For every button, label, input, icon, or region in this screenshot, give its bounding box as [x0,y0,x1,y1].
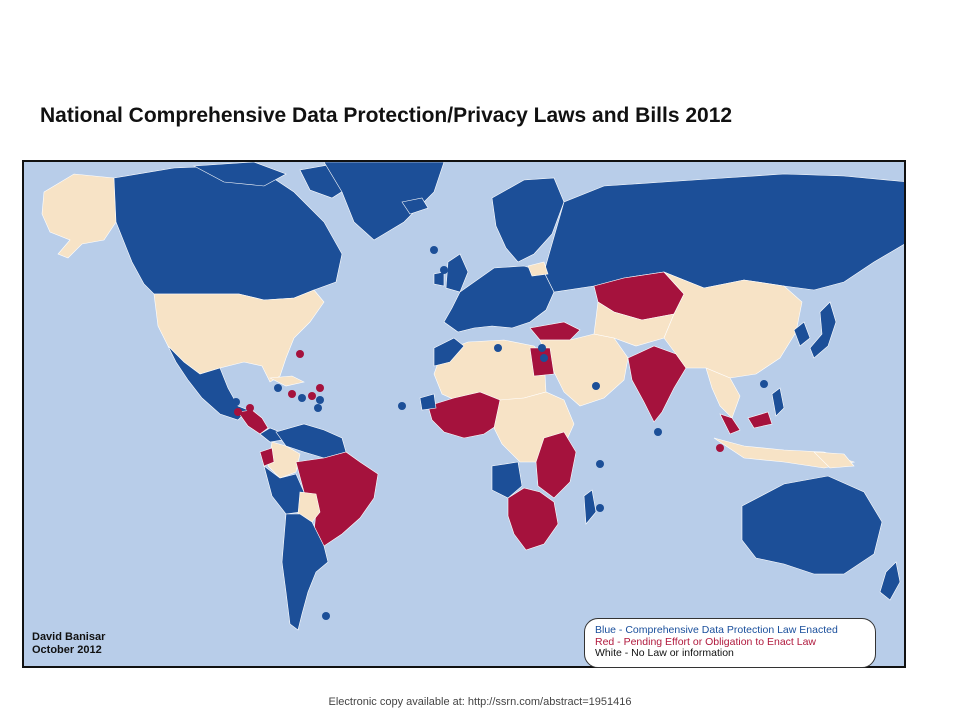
region-iceland [401,197,429,215]
region-russia [543,173,904,293]
island-marker [322,612,330,620]
region-ecuador [259,447,275,467]
region-middle-east [539,333,629,407]
island-marker [316,384,324,392]
island-marker [308,392,316,400]
island-marker [494,344,502,352]
map-date: October 2012 [32,644,102,656]
island-marker [596,504,604,512]
map-legend: Blue - Comprehensive Data Protection Law… [584,618,876,668]
region-korea [793,321,811,347]
island-marker [246,404,254,412]
region-colombia [267,441,301,479]
world-map-svg [24,162,904,666]
island-marker [596,460,604,468]
region-madagascar [583,489,597,525]
region-greenland [323,162,445,241]
island-markers [232,246,768,620]
region-senegal [419,393,437,411]
island-marker [654,428,662,436]
island-marker [288,390,296,398]
region-egypt [529,347,555,377]
map-credit: David Banisar October 2012 [32,631,105,657]
island-marker [440,266,448,274]
legend-none: White - No Law or information [595,647,734,659]
region-new-zealand [879,561,901,601]
island-marker [274,384,282,392]
region-malaysia [719,411,773,435]
island-marker [540,354,548,362]
island-marker [716,444,724,452]
island-marker [316,396,324,404]
region-belarus [527,261,549,277]
island-marker [398,402,406,410]
region-caribbean [268,375,305,387]
island-marker [298,394,306,402]
region-philippines [771,387,785,417]
island-marker [234,408,242,416]
footer-note: Electronic copy available at: http://ssr… [328,696,632,708]
region-australia [741,475,883,575]
region-china [663,271,803,379]
region-turkey [529,321,581,341]
island-marker [430,246,438,254]
world-map [22,160,906,668]
legend-pending: Red - Pending Effort or Obligation to En… [595,635,817,648]
region-europe [443,265,555,333]
island-marker [538,344,546,352]
region-uk-ireland [433,253,469,293]
island-marker [232,398,240,406]
legend-enacted: Blue - Comprehensive Data Protection Law… [595,624,838,636]
region-morocco [433,337,465,367]
region-southern-cone [281,513,329,631]
region-alaska [41,173,117,259]
map-title: National Comprehensive Data Protection/P… [40,104,733,127]
region-japan [809,301,837,359]
region-scandinavia [491,177,565,263]
region-east-africa [535,431,577,499]
region-india [627,345,687,423]
region-indonesia [713,437,856,469]
author-name: David Banisar [32,631,106,643]
island-marker [592,382,600,390]
region-west-africa [427,391,503,439]
region-papua [813,451,855,469]
island-marker [760,380,768,388]
region-bolivia [297,491,321,523]
region-angola [491,461,523,499]
island-marker [314,404,322,412]
region-southern-africa [507,487,559,551]
island-marker [296,350,304,358]
